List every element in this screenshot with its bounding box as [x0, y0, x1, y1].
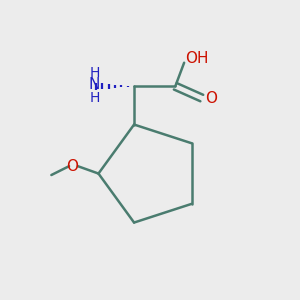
Text: N: N	[88, 77, 100, 92]
Text: OH: OH	[186, 51, 209, 66]
Text: O: O	[205, 91, 217, 106]
Text: H: H	[89, 91, 100, 105]
Text: O: O	[66, 159, 78, 174]
Text: H: H	[89, 66, 100, 80]
